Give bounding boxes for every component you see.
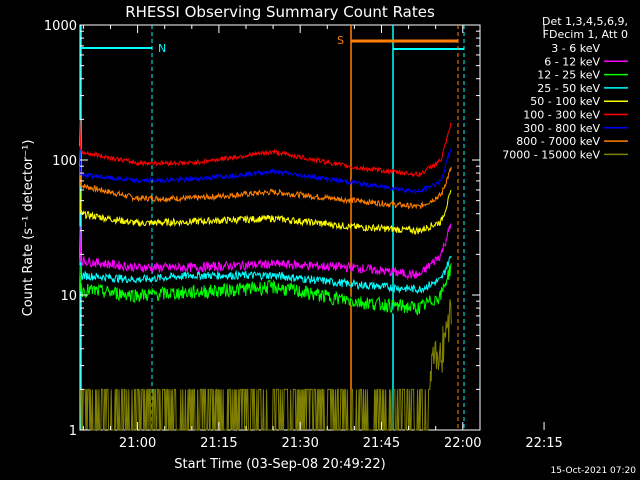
plot-area: NS bbox=[79, 25, 465, 431]
legend-label: 3 - 6 keV bbox=[551, 42, 600, 55]
legend-label: 800 - 7000 keV bbox=[516, 135, 600, 148]
x-axis: 21:00 21:15 21:30 21:45 22:00 22:15 bbox=[82, 25, 563, 451]
series-line bbox=[79, 120, 452, 178]
y-tick-label: 100 bbox=[52, 154, 77, 169]
x-tick-label: 22:00 bbox=[444, 436, 481, 451]
legend-label: 100 - 300 keV bbox=[523, 109, 600, 122]
series-line bbox=[79, 189, 452, 236]
legend-label: 12 - 25 keV bbox=[537, 69, 600, 82]
legend-header-line-2: FDecim 1, Att 0 bbox=[543, 28, 628, 41]
legend-header: Det 1,3,4,5,6,9, FDecim 1, Att 0 bbox=[542, 15, 628, 41]
x-tick-label: 21:30 bbox=[281, 436, 318, 451]
y-tick-label: 1000 bbox=[44, 19, 77, 34]
legend-label: 6 - 12 keV bbox=[544, 55, 600, 68]
saa-label: S bbox=[337, 34, 344, 47]
x-tick-label: 21:45 bbox=[363, 436, 400, 451]
series-line bbox=[79, 263, 452, 316]
y-tick-label: 10 bbox=[60, 289, 77, 304]
series-line bbox=[79, 146, 452, 196]
x-tick-label: 21:15 bbox=[200, 436, 237, 451]
timestamp: 15-Oct-2021 07:20 bbox=[551, 466, 637, 476]
legend-header-line-1: Det 1,3,4,5,6,9, bbox=[542, 15, 628, 28]
legend-label: 25 - 50 keV bbox=[537, 82, 600, 95]
legend-label: 50 - 100 keV bbox=[530, 95, 600, 108]
series-line bbox=[79, 223, 452, 281]
x-tick-label: 21:00 bbox=[119, 436, 156, 451]
x-tick-label: 22:15 bbox=[525, 436, 562, 451]
legend-label: 7000 - 15000 keV bbox=[502, 148, 600, 161]
legend-label: 300 - 800 keV bbox=[523, 122, 600, 135]
y-tick-label: 1 bbox=[69, 424, 77, 439]
series-line bbox=[79, 255, 452, 295]
series-line bbox=[80, 299, 452, 431]
night-label: N bbox=[158, 42, 166, 55]
x-axis-label: Start Time (03-Sep-08 20:49:22) bbox=[174, 457, 385, 472]
chart-title: RHESSI Observing Summary Count Rates bbox=[125, 3, 435, 21]
series-line bbox=[79, 166, 452, 210]
y-axis: 1 10 100 1000 bbox=[44, 19, 480, 439]
y-axis-label: Count Rate (s⁻¹ detector⁻¹) bbox=[21, 140, 36, 317]
